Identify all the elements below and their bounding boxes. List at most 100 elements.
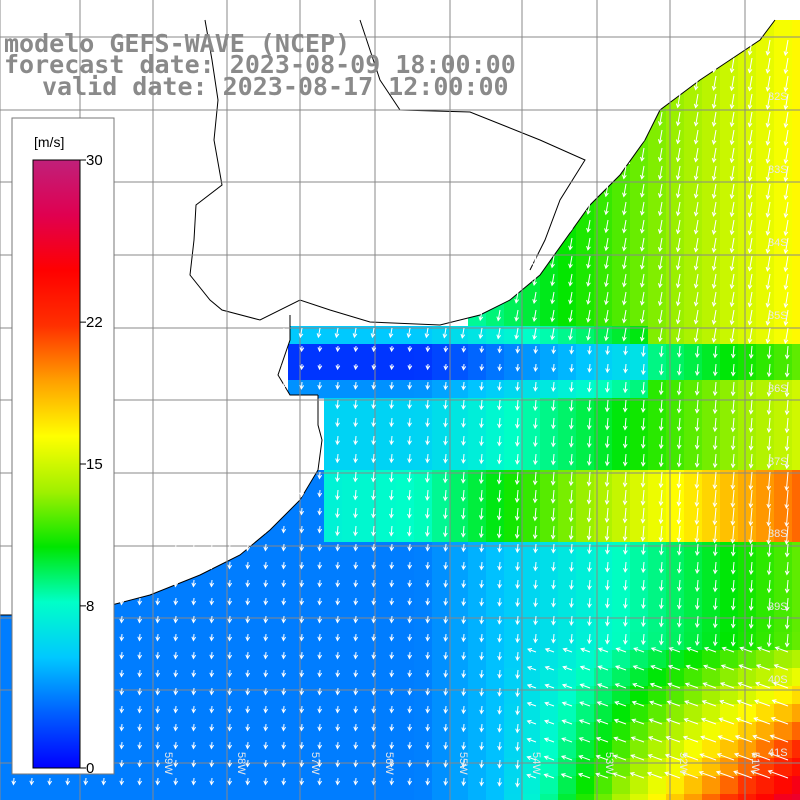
wind-arrow <box>281 489 287 498</box>
wind-arrow <box>639 201 645 216</box>
wind-arrow <box>388 327 394 339</box>
wind-arrow <box>281 561 287 570</box>
field-cell <box>360 344 379 363</box>
field-cell <box>630 722 649 741</box>
field-cell <box>702 434 721 453</box>
wind-arrow <box>622 309 627 324</box>
wind-arrow <box>227 579 233 588</box>
wind-arrow <box>299 507 305 516</box>
wind-arrow <box>694 345 700 359</box>
wind-arrow <box>317 525 323 534</box>
field-cell <box>468 344 487 363</box>
wind-arrow <box>604 507 610 523</box>
wind-arrow <box>587 363 592 373</box>
wind-arrow <box>389 759 395 768</box>
field-cell <box>378 686 397 705</box>
field-cell <box>630 614 649 633</box>
field-cell <box>306 668 325 687</box>
wind-arrow <box>622 489 628 506</box>
field-cell <box>432 560 451 579</box>
field-cell <box>180 668 199 687</box>
wind-arrow <box>729 39 735 56</box>
field-cell <box>774 488 793 507</box>
wind-arrow <box>587 597 592 609</box>
wind-arrow <box>263 759 269 768</box>
wind-arrow <box>425 705 431 714</box>
field-cell <box>720 326 739 345</box>
field-cell <box>630 704 649 723</box>
field-cell <box>36 794 55 800</box>
wind-arrow <box>729 93 735 110</box>
field-cell <box>720 164 739 183</box>
wind-arrow <box>604 453 610 467</box>
field-cell <box>594 740 613 759</box>
wind-arrow <box>766 417 772 433</box>
wind-arrow <box>155 579 161 588</box>
wind-arrow <box>263 579 269 588</box>
wind-arrow <box>550 471 556 486</box>
wind-arrow <box>729 237 735 254</box>
wind-arrow <box>461 597 467 607</box>
wind-arrow <box>737 681 753 689</box>
wind-arrow <box>191 759 197 768</box>
wind-arrow <box>675 201 681 217</box>
field-cell <box>522 434 541 453</box>
wind-arrow <box>407 669 413 678</box>
wind-arrow <box>119 723 125 732</box>
field-cell <box>432 326 451 345</box>
wind-arrow <box>712 633 718 647</box>
wind-arrow <box>515 561 520 572</box>
field-cell <box>540 272 559 291</box>
wind-arrow <box>514 507 520 521</box>
field-cell <box>702 704 721 723</box>
field-cell <box>270 722 289 741</box>
wind-arrow <box>263 669 269 678</box>
wind-arrow <box>716 752 735 761</box>
field-cell <box>414 578 433 597</box>
field-cell <box>666 542 685 561</box>
field-cell <box>252 632 271 651</box>
field-cell <box>216 722 235 741</box>
field-cell <box>576 596 595 615</box>
field-cell <box>468 596 487 615</box>
field-cell <box>234 614 253 633</box>
field-cell <box>774 506 793 525</box>
wind-arrow <box>263 561 269 570</box>
field-cell <box>774 398 793 417</box>
field-cell <box>612 236 631 255</box>
wind-arrow <box>657 219 663 235</box>
wind-arrow <box>783 219 789 237</box>
field-cell <box>576 452 595 471</box>
wind-arrow <box>604 309 609 324</box>
wind-arrow <box>119 669 125 678</box>
wind-arrow <box>335 399 340 410</box>
longitude-label: 58W <box>235 752 247 775</box>
wind-arrow <box>586 309 591 323</box>
wind-arrow <box>711 255 717 271</box>
wind-arrow <box>771 699 789 707</box>
wind-arrow <box>612 772 627 779</box>
field-cell <box>360 380 379 399</box>
wind-arrow <box>425 741 431 750</box>
field-cell <box>360 452 379 471</box>
field-cell <box>162 794 181 800</box>
field-cell <box>432 578 451 597</box>
wind-arrow <box>622 273 627 288</box>
wind-arrow <box>245 705 251 714</box>
wind-arrow <box>209 633 215 642</box>
field-cell <box>756 326 775 345</box>
wind-arrow <box>551 579 556 590</box>
wind-arrow <box>515 705 520 716</box>
wind-arrow <box>623 561 628 573</box>
field-cell <box>792 758 800 777</box>
field-cell <box>396 668 415 687</box>
wind-arrow <box>173 543 179 552</box>
wind-arrow <box>389 543 395 552</box>
wind-arrow <box>729 111 735 128</box>
wind-arrow <box>353 579 359 588</box>
wind-arrow <box>686 646 699 653</box>
wind-arrow <box>137 687 143 696</box>
field-cell <box>504 668 523 687</box>
field-cell <box>774 416 793 435</box>
wind-arrow <box>693 39 699 55</box>
